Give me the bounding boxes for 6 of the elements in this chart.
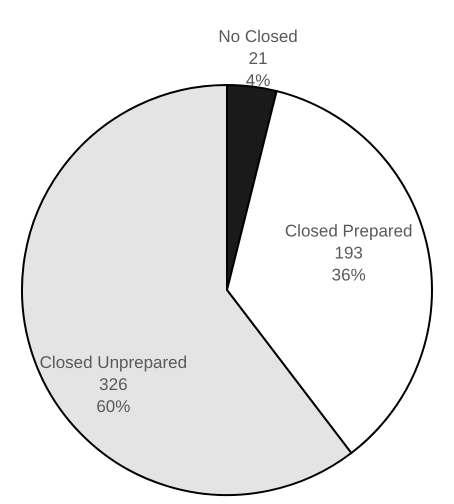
data-label: 326 60%	[96, 374, 130, 416]
slice-label: Closed Unprepared	[40, 352, 188, 372]
slice-label: No Closed	[218, 26, 298, 46]
data-label: 193 36%	[332, 244, 366, 285]
slice-label: Closed Prepared	[284, 222, 412, 241]
data-label: 21 4%	[246, 48, 270, 90]
